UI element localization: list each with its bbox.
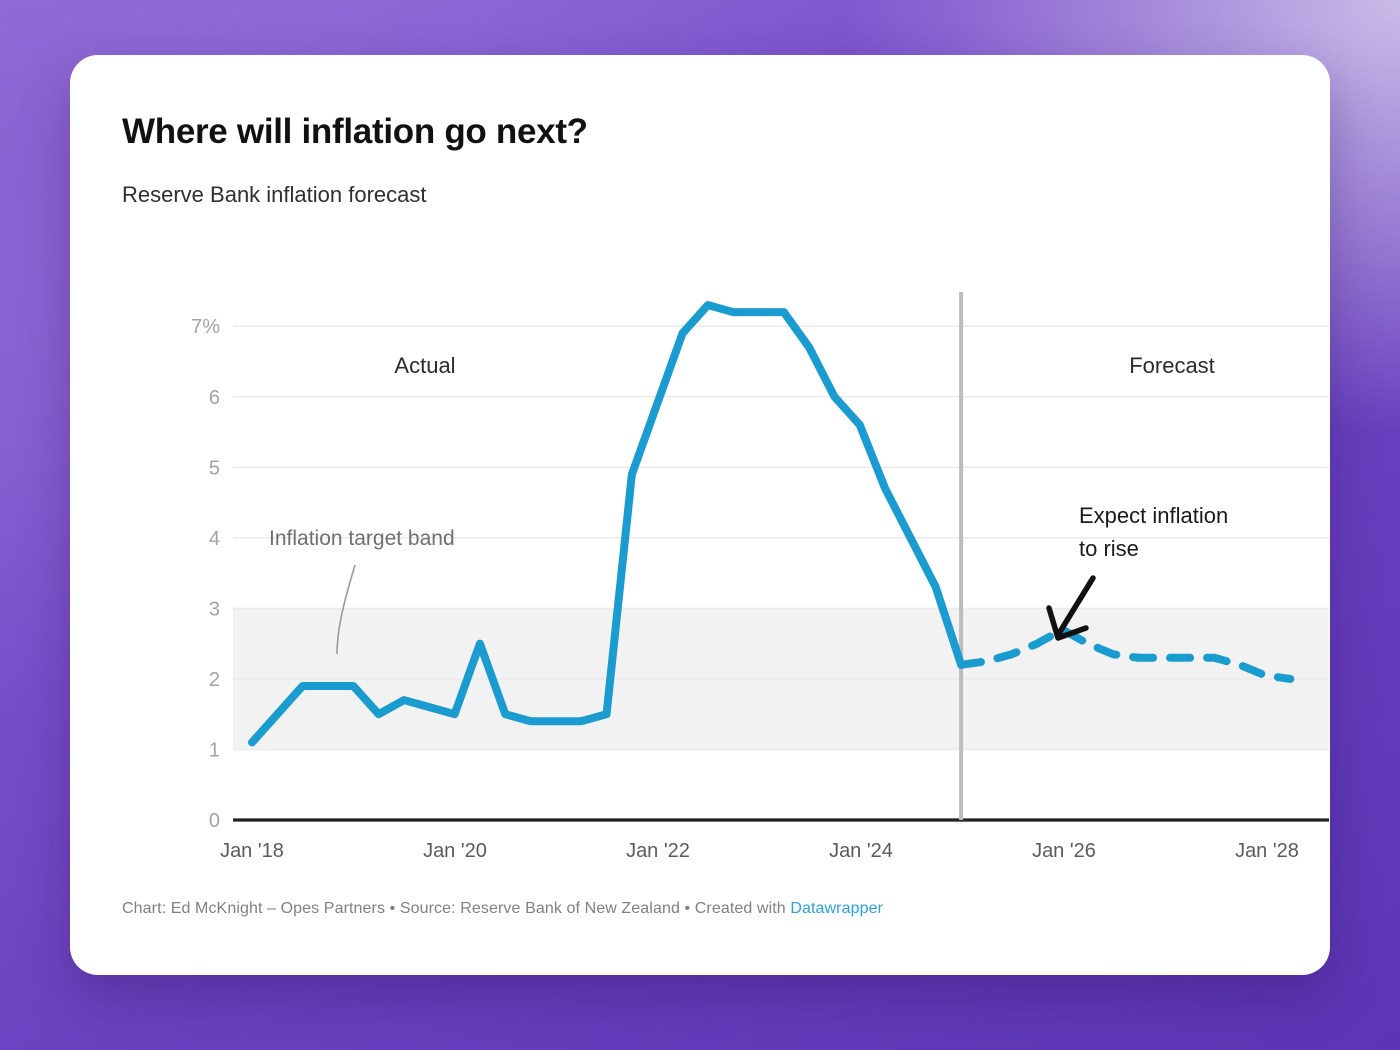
callout-line-2: to rise <box>1079 536 1139 561</box>
chart-credit: Chart: Ed McKnight – Opes Partners • Sou… <box>122 900 883 918</box>
x-tick-label: Jan '18 <box>220 840 284 862</box>
x-axis-ticks: Jan '18 Jan '20 Jan '22 Jan '24 Jan '26 Jan '… <box>220 840 1299 862</box>
chart-plot-area: 0 1 2 3 4 5 6 7% Jan '18 Jan '20 Jan '22 Jan '24 Ja… <box>122 230 1330 890</box>
callout-line-1: Expect inflation <box>1079 503 1228 528</box>
chart-title: Where will inflation go next? <box>122 112 588 151</box>
y-tick-label: 5 <box>209 457 220 479</box>
gridlines <box>233 325 1329 751</box>
callout-arrow-head-icon <box>1046 605 1089 641</box>
band-annotation-label: Inflation target band <box>269 527 455 550</box>
callout-arrow-shaft <box>1055 575 1096 638</box>
y-tick-label: 0 <box>209 810 220 832</box>
y-tick-label: 3 <box>209 598 220 620</box>
y-tick-label: 7% <box>191 316 220 338</box>
segment-label-forecast: Forecast <box>1129 353 1215 378</box>
y-tick-label: 2 <box>209 669 220 691</box>
series-line-forecast <box>957 625 1295 683</box>
series-line-actual <box>248 301 966 747</box>
x-tick-label: Jan '26 <box>1032 840 1096 862</box>
x-tick-label: Jan '24 <box>829 840 893 862</box>
chart-subtitle: Reserve Bank inflation forecast <box>122 182 427 207</box>
chart-card: Where will inflation go next? Reserve Ba… <box>70 55 1330 975</box>
datawrapper-link[interactable]: Datawrapper <box>790 900 884 917</box>
y-tick-label: 6 <box>209 387 220 409</box>
series-lines <box>248 301 1295 747</box>
y-tick-label: 4 <box>209 528 220 550</box>
x-tick-label: Jan '28 <box>1235 840 1299 862</box>
credit-text: Chart: Ed McKnight – Opes Partners • Sou… <box>122 900 791 917</box>
x-tick-label: Jan '22 <box>626 840 690 862</box>
y-axis-ticks: 0 1 2 3 4 5 6 7% <box>191 316 220 832</box>
segment-label-actual: Actual <box>394 353 455 378</box>
y-tick-label: 1 <box>209 739 220 761</box>
band-leader-line <box>336 564 356 655</box>
x-tick-label: Jan '20 <box>423 840 487 862</box>
